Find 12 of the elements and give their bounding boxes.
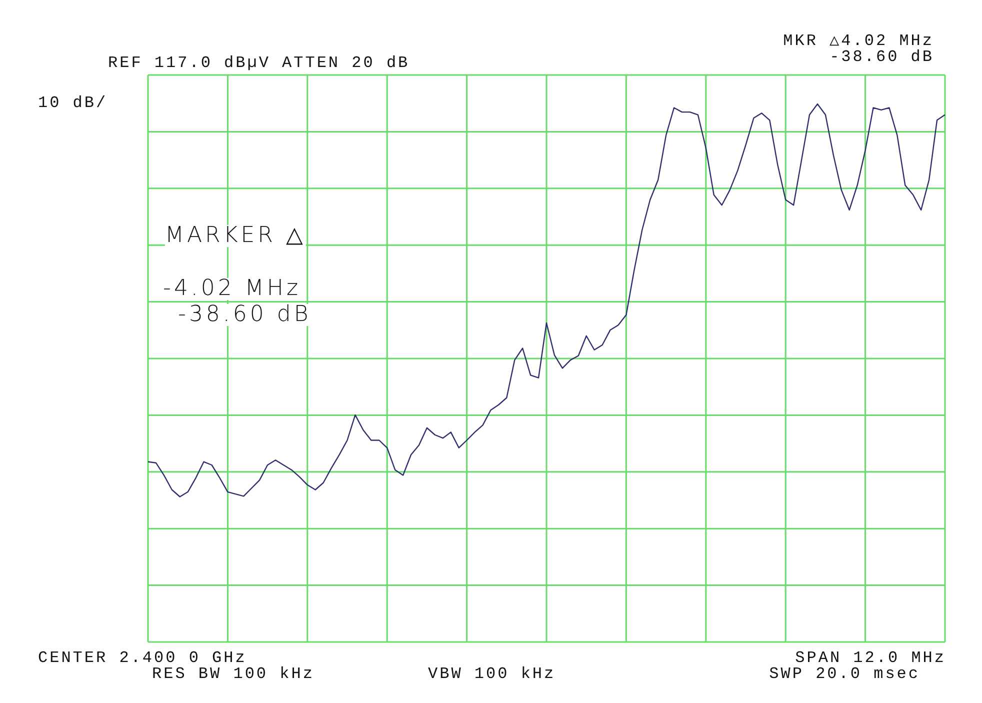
text: VBW 100 kHz (428, 665, 556, 683)
annotation: -38.60 dB (178, 302, 312, 327)
annotation: -4.02 MHz (163, 276, 301, 301)
y-axis-title: 10 dB/ (38, 94, 108, 112)
text: MKR △4.02 MHz (783, 32, 934, 50)
text: -38.60 dB (830, 48, 934, 66)
text: CENTER 2.400 0 GHz (38, 649, 247, 667)
text: RES BW 100 kHz (152, 665, 314, 683)
chart-title: REF 117.0 dBµV ATTEN 20 dB (108, 54, 410, 72)
annotation: MARKER △ (165, 223, 306, 248)
text: SPAN 12.0 MHz (795, 649, 946, 667)
text: SWP 20.0 msec (769, 665, 920, 683)
